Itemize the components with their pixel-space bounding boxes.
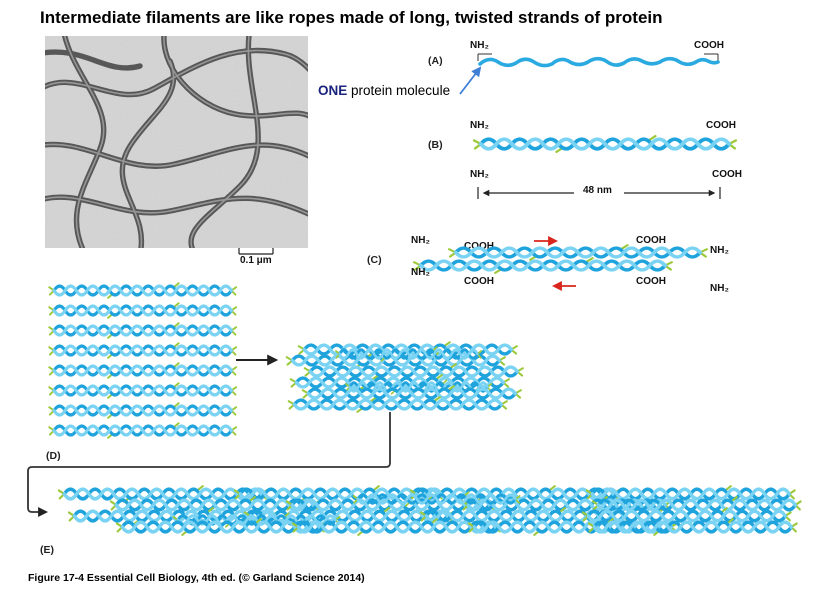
measurement-label: 48 nm [581,185,614,196]
stack-to-bundle-arrow [236,354,279,366]
single-protein-wave [477,53,720,68]
nh2-label: NH₂ [411,235,430,246]
red-arrow-left-icon [552,281,576,291]
panel-label-b: (B) [428,139,443,151]
red-arrow-right-icon [534,236,558,246]
cooh-label: COOH [706,120,736,131]
scale-bar-bracket [238,248,274,255]
panel-label-e: (E) [40,544,54,556]
annotation-one-protein-molecule: ONE protein molecule [318,83,450,98]
cooh-label: COOH [636,276,666,287]
panel-label-c: (C) [367,254,382,266]
scale-bar-label: 0.1 μm [240,255,272,266]
tetramer-filaments [416,244,708,278]
cooh-label: COOH [464,276,494,287]
nh2-label: NH₂ [470,169,489,180]
annotation-text: protein molecule [347,83,451,98]
long-filament-rope [57,484,803,537]
figure-title: Intermediate filaments are like ropes ma… [40,8,663,27]
dimer-filament [476,136,732,152]
measurement-48nm [477,187,721,199]
nh2-label: NH₂ [710,283,729,294]
electron-micrograph-image [45,36,308,248]
nh2-label: NH₂ [470,120,489,131]
annotation-arrow-icon [459,66,482,95]
panel-label-a: (A) [428,55,443,67]
panel-label-d: (D) [46,450,61,462]
nh2-label: NH₂ [411,267,430,278]
figure-caption: Figure 17-4 Essential Cell Biology, 4th … [28,572,365,584]
annotation-emphasis: ONE [318,83,348,98]
nh2-label: NH₂ [470,40,489,51]
cooh-label: COOH [712,169,742,180]
bundle-to-rope-connector-arrow [27,412,391,517]
cooh-label: COOH [694,40,724,51]
cooh-label: COOH [636,235,666,246]
filament-bundle [285,340,525,414]
nh2-label: NH₂ [710,245,729,256]
